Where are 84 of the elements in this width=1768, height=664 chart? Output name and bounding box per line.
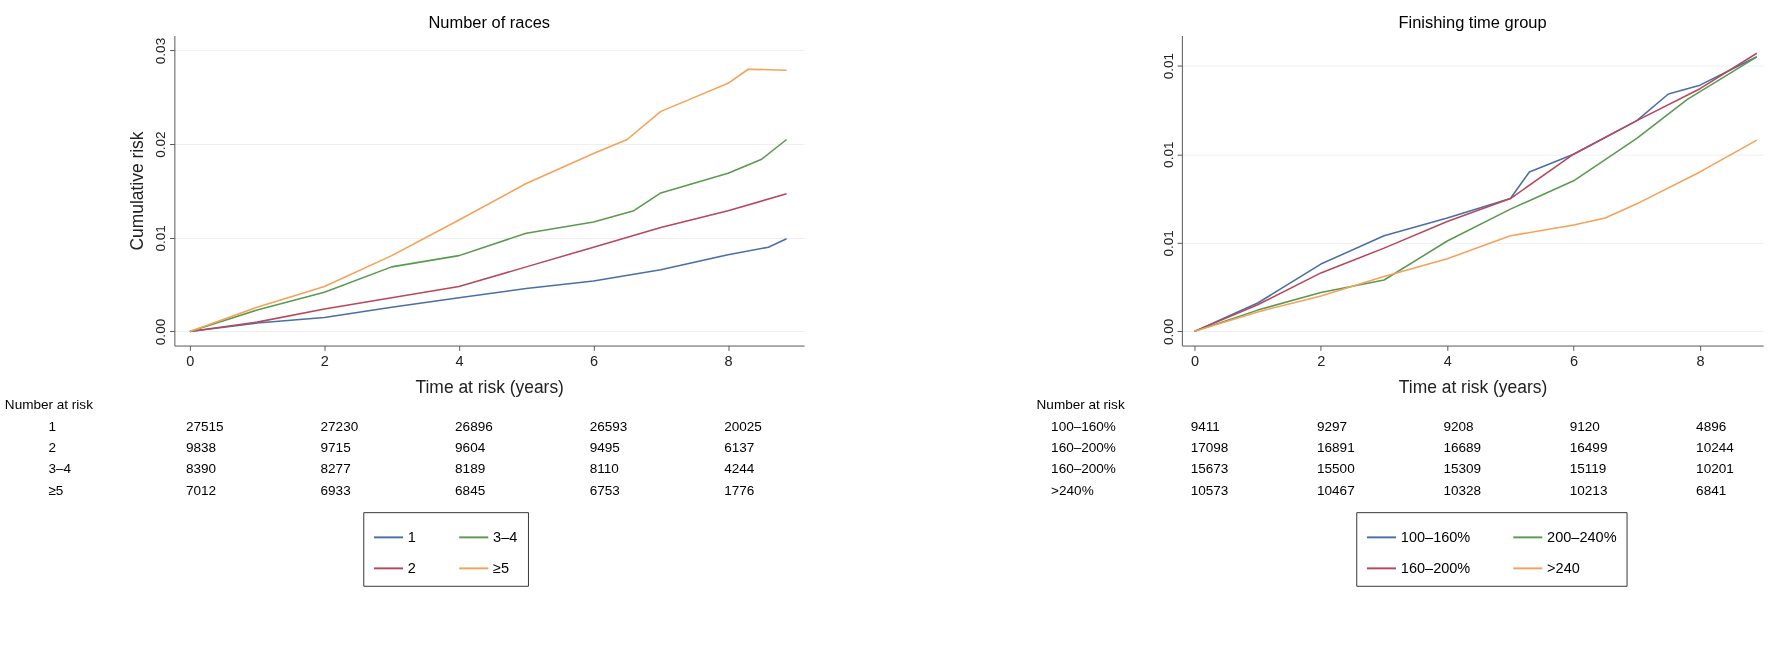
text: 15500 bbox=[1317, 461, 1355, 477]
text: 2 bbox=[48, 440, 56, 456]
y-tick-label: 0.00 bbox=[1160, 318, 1176, 346]
text: 26896 bbox=[455, 418, 493, 434]
text: 20025 bbox=[724, 418, 762, 434]
x-tick-label: 4 bbox=[455, 353, 464, 370]
text: 7012 bbox=[185, 482, 217, 498]
x-tick-label: 4 bbox=[1443, 353, 1452, 370]
text: 1776 bbox=[724, 482, 755, 498]
x-axis-title: Time at risk (years) bbox=[1398, 376, 1548, 397]
text: 16891 bbox=[1317, 440, 1355, 456]
text: 16499 bbox=[1569, 440, 1608, 456]
text: 9208 bbox=[1443, 418, 1474, 434]
text: 160–200% bbox=[1051, 440, 1116, 456]
text: 4244 bbox=[724, 461, 755, 477]
text: 10467 bbox=[1317, 482, 1355, 498]
text: 6845 bbox=[455, 482, 486, 498]
text: ≥5 bbox=[48, 482, 64, 498]
x-tick-label: 6 bbox=[589, 353, 599, 370]
text: 15309 bbox=[1443, 461, 1482, 477]
text: 26593 bbox=[589, 418, 628, 434]
y-tick-label: 0.03 bbox=[153, 37, 169, 65]
y-axis-title: Cumulative risk bbox=[126, 131, 147, 251]
text: 9411 bbox=[1190, 418, 1220, 434]
chart-title: Finishing time group bbox=[1398, 12, 1547, 31]
text: 8277 bbox=[320, 461, 351, 477]
text: Number at risk bbox=[4, 397, 94, 413]
y-tick-label: 0.01 bbox=[1160, 230, 1176, 257]
text: 9715 bbox=[320, 440, 351, 456]
text: 10573 bbox=[1190, 482, 1229, 498]
x-axis-title: Time at risk (years) bbox=[415, 376, 564, 397]
text: 4896 bbox=[1696, 418, 1727, 434]
text: 9495 bbox=[589, 440, 620, 456]
y-tick-label: 0.02 bbox=[153, 131, 169, 158]
x-tick-label: 0 bbox=[186, 353, 195, 370]
text: 9297 bbox=[1317, 418, 1348, 434]
line-series bbox=[189, 193, 788, 333]
text: 9838 bbox=[185, 440, 217, 456]
text: 6137 bbox=[724, 440, 755, 456]
text: 6933 bbox=[320, 482, 351, 498]
y-tick-label: 0.00 bbox=[153, 318, 169, 346]
text: >240% bbox=[1051, 482, 1094, 498]
text: 16689 bbox=[1443, 440, 1482, 456]
y-tick-label: 0.01 bbox=[1160, 52, 1176, 80]
x-tick-label: 8 bbox=[1696, 353, 1705, 370]
text: 10244 bbox=[1696, 440, 1735, 456]
legend-label: 200–240% bbox=[1547, 529, 1617, 546]
text: 6753 bbox=[589, 482, 620, 498]
text: 15119 bbox=[1569, 461, 1607, 477]
text: 10213 bbox=[1569, 482, 1608, 498]
line-series bbox=[1193, 139, 1758, 333]
text: 10201 bbox=[1696, 461, 1734, 477]
legend-label: 1 bbox=[407, 529, 416, 546]
text: 27230 bbox=[320, 418, 359, 434]
text: 9604 bbox=[455, 440, 486, 456]
text: 8189 bbox=[455, 461, 486, 477]
text: 17098 bbox=[1190, 440, 1229, 456]
text: 100–160% bbox=[1051, 418, 1116, 434]
legend-label: >240 bbox=[1547, 560, 1580, 577]
text: 27515 bbox=[185, 418, 224, 434]
legend-label: 160–200% bbox=[1400, 560, 1471, 577]
legend-label: ≥5 bbox=[493, 560, 510, 577]
text: 9120 bbox=[1569, 418, 1600, 434]
text: 160–200% bbox=[1051, 461, 1116, 477]
text: 8110 bbox=[589, 461, 619, 477]
y-tick-label: 0.01 bbox=[153, 225, 169, 252]
text: 1 bbox=[48, 418, 56, 434]
x-tick-label: 8 bbox=[724, 353, 733, 370]
text: 15673 bbox=[1190, 461, 1229, 477]
x-tick-label: 6 bbox=[1570, 353, 1579, 370]
x-tick-label: 0 bbox=[1190, 353, 1200, 370]
x-tick-label: 2 bbox=[320, 353, 329, 370]
line-series bbox=[189, 68, 788, 333]
text: 3–4 bbox=[48, 461, 72, 477]
legend-label: 100–160% bbox=[1400, 529, 1471, 546]
text: 8390 bbox=[185, 461, 217, 477]
chart-title: Number of races bbox=[428, 12, 551, 31]
text: 10328 bbox=[1443, 482, 1482, 498]
legend-label: 2 bbox=[407, 560, 416, 577]
legend-label: 3–4 bbox=[493, 529, 518, 546]
text: Number at risk bbox=[1036, 397, 1125, 413]
x-tick-label: 2 bbox=[1317, 353, 1326, 370]
text: 6841 bbox=[1696, 482, 1727, 498]
y-tick-label: 0.01 bbox=[1160, 141, 1176, 168]
